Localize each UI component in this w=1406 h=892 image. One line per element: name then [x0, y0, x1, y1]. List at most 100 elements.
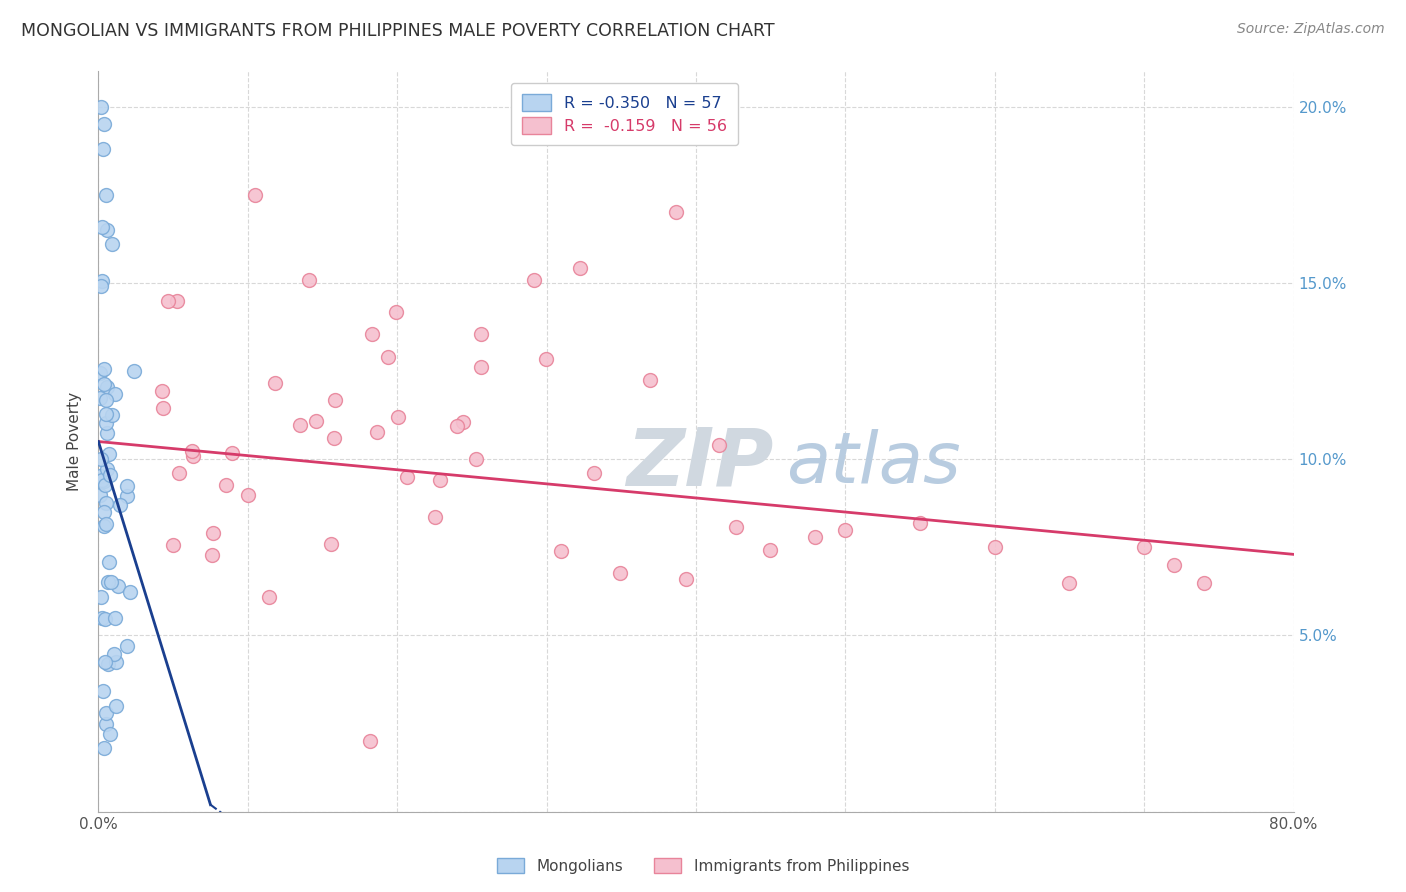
Point	[166, 293, 188, 308]
Point	[150, 384, 173, 399]
Point	[93, 377, 115, 392]
Point	[91, 684, 114, 698]
Text: atlas: atlas	[786, 429, 960, 499]
Point	[423, 509, 446, 524]
Point	[90, 473, 112, 487]
Point	[96, 425, 118, 440]
Point	[105, 698, 128, 713]
Point	[984, 541, 1007, 555]
Point	[181, 449, 204, 463]
Point	[385, 305, 408, 319]
Point	[93, 505, 115, 519]
Point	[91, 610, 114, 624]
Point	[245, 187, 267, 202]
Point	[609, 566, 631, 580]
Point	[908, 516, 931, 530]
Point	[152, 401, 174, 415]
Point	[89, 468, 111, 483]
Point	[94, 416, 117, 430]
Point	[91, 274, 114, 288]
Point	[103, 647, 125, 661]
Point	[725, 520, 748, 534]
Point	[93, 474, 115, 488]
Point	[120, 585, 142, 599]
Point	[429, 473, 451, 487]
Point	[758, 543, 780, 558]
Point	[108, 498, 131, 512]
Point	[115, 489, 138, 503]
Point	[359, 734, 381, 748]
Point	[93, 519, 115, 533]
Point	[288, 417, 311, 432]
Point	[470, 326, 492, 341]
Point	[215, 478, 238, 492]
Point	[167, 466, 190, 480]
Point	[97, 574, 120, 589]
Point	[107, 579, 129, 593]
Point	[93, 741, 115, 756]
Text: MONGOLIAN VS IMMIGRANTS FROM PHILIPPINES MALE POVERTY CORRELATION CHART: MONGOLIAN VS IMMIGRANTS FROM PHILIPPINES…	[21, 22, 775, 40]
Point	[323, 392, 346, 407]
Point	[707, 438, 730, 452]
Point	[264, 376, 287, 390]
Point	[94, 392, 117, 407]
Point	[366, 425, 388, 439]
Point	[91, 142, 114, 156]
Point	[94, 517, 117, 532]
Point	[97, 657, 120, 672]
Point	[536, 351, 558, 366]
Point	[395, 469, 418, 483]
Point	[1192, 575, 1215, 590]
Point	[181, 444, 204, 458]
Point	[94, 717, 117, 731]
Point	[122, 364, 145, 378]
Point	[665, 205, 688, 219]
Point	[96, 462, 118, 476]
Point	[470, 360, 492, 375]
Point	[90, 279, 112, 293]
Point	[804, 530, 827, 544]
Point	[98, 555, 121, 569]
Point	[834, 523, 856, 537]
Point	[201, 548, 224, 562]
Point	[323, 431, 346, 445]
Legend: Mongolians, Immigrants from Philippines: Mongolians, Immigrants from Philippines	[491, 852, 915, 880]
Point	[115, 639, 138, 653]
Point	[100, 575, 122, 590]
Point	[90, 100, 112, 114]
Point	[305, 415, 328, 429]
Text: ZIP: ZIP	[626, 425, 773, 503]
Point	[97, 447, 120, 461]
Point	[1163, 558, 1185, 572]
Point	[100, 468, 122, 483]
Point	[451, 415, 474, 429]
Point	[582, 467, 605, 481]
Point	[202, 526, 225, 541]
Point	[89, 488, 111, 502]
Legend: R = -0.350   N = 57, R =  -0.159   N = 56: R = -0.350 N = 57, R = -0.159 N = 56	[510, 83, 738, 145]
Point	[360, 327, 382, 342]
Point	[94, 187, 117, 202]
Point	[387, 409, 409, 424]
Point	[675, 572, 697, 586]
Point	[89, 391, 111, 405]
Point	[1059, 575, 1081, 590]
Point	[156, 294, 179, 309]
Point	[298, 273, 321, 287]
Point	[238, 488, 260, 502]
Point	[550, 544, 572, 558]
Point	[100, 409, 122, 423]
Point	[257, 590, 280, 604]
Point	[93, 362, 115, 376]
Point	[91, 220, 114, 235]
Point	[96, 223, 118, 237]
Point	[162, 538, 184, 552]
Text: Source: ZipAtlas.com: Source: ZipAtlas.com	[1237, 22, 1385, 37]
Point	[523, 273, 546, 287]
Point	[96, 496, 118, 510]
Point	[638, 373, 661, 387]
Point	[96, 407, 118, 421]
Point	[94, 706, 117, 720]
Point	[98, 727, 122, 741]
Point	[104, 387, 127, 401]
